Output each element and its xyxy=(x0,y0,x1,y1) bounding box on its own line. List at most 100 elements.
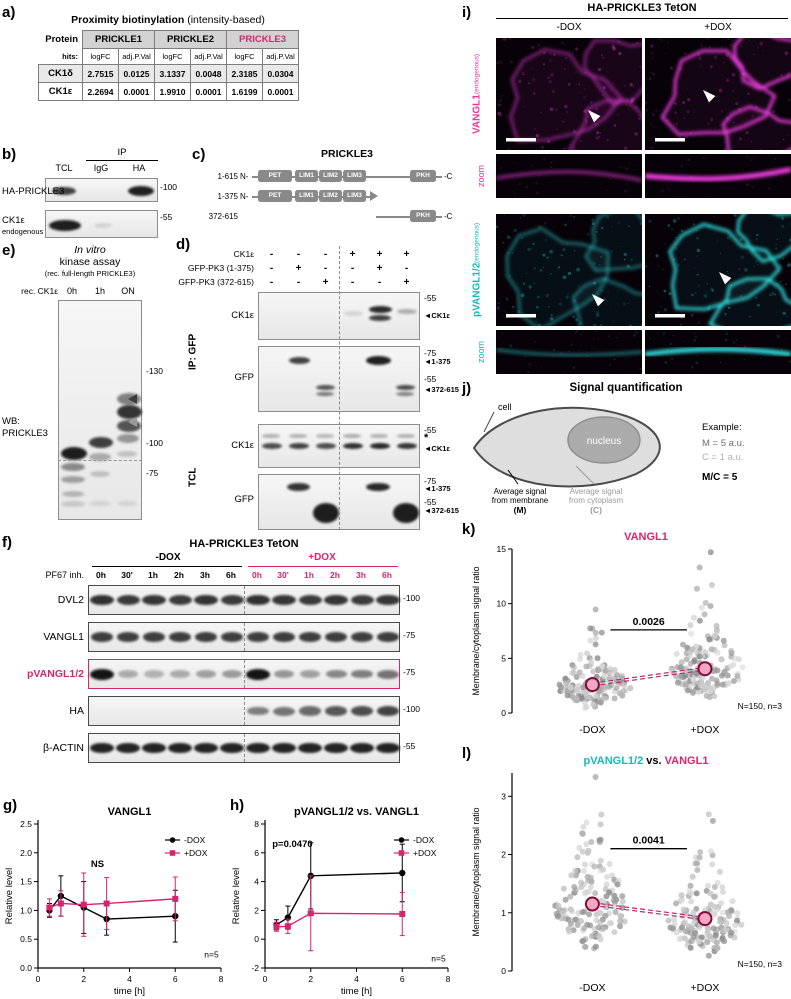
lane-condition: - xyxy=(350,277,355,288)
protein-band xyxy=(116,594,140,606)
lane-label-igg: IgG xyxy=(93,163,109,173)
protein-band xyxy=(117,670,139,678)
svg-text:4: 4 xyxy=(254,877,259,887)
backbone xyxy=(376,216,442,218)
protein-band xyxy=(220,594,244,606)
panel-f-label: f) xyxy=(2,534,12,551)
protein-band xyxy=(142,742,166,754)
svg-text:8: 8 xyxy=(254,819,259,829)
mean-dot xyxy=(584,896,600,912)
row-label-sub: (endogenous) xyxy=(473,222,481,263)
n-terminus: N- xyxy=(240,172,249,181)
domain-lim2: LIM2 xyxy=(319,190,342,202)
lane-condition: - xyxy=(269,277,274,288)
blot-sublabel-endogenous: endogenous xyxy=(2,227,44,236)
protein-band xyxy=(194,631,218,643)
protein-band xyxy=(324,742,348,754)
protein-band xyxy=(289,357,310,364)
protein-band xyxy=(117,451,137,457)
beeswarm-cluster xyxy=(556,606,634,712)
svg-text:+DOX: +DOX xyxy=(413,848,437,858)
arrowhead-dark xyxy=(128,394,137,404)
svg-text:time [h]: time [h] xyxy=(341,986,372,997)
svg-text:n=5: n=5 xyxy=(204,950,219,960)
lane-condition: - xyxy=(296,277,301,288)
protein-band xyxy=(287,483,310,491)
cytoplasm-label-c: (C) xyxy=(590,505,602,515)
nonspecific-asterisk: * xyxy=(424,432,429,444)
band-arrow-ck1e: ◄CK1ε xyxy=(424,311,450,320)
svg-text:6: 6 xyxy=(400,974,405,984)
wb-label-2: PRICKLE3 xyxy=(2,428,48,439)
panel-d-label: d) xyxy=(176,236,191,253)
table-row: CK1δ 2.7515 0.0125 3.1337 0.0048 2.3185 … xyxy=(38,64,299,83)
timepoint-label: 30' xyxy=(277,570,289,580)
protein-band xyxy=(168,742,192,754)
protein-band xyxy=(350,706,374,716)
svg-text:5: 5 xyxy=(501,653,506,663)
group-label-tcl: TCL xyxy=(187,467,199,487)
zoom-label: zoom xyxy=(476,341,486,364)
svg-text:N=150, n=3: N=150, n=3 xyxy=(738,959,783,969)
protein-band xyxy=(142,631,166,643)
row-label-main: VANGL1 xyxy=(471,94,483,134)
col-prickle3: PRICKLE3 xyxy=(226,30,299,49)
cytoplasm-label-2: from cytoplasm xyxy=(569,496,624,505)
protein-band xyxy=(369,315,391,321)
protein-band xyxy=(343,434,361,438)
protein-band xyxy=(316,392,334,396)
table-cell: 2.2694 xyxy=(82,82,119,101)
table-cell: 1.9910 xyxy=(154,82,191,101)
group-label-ip-gfp: IP: GFP xyxy=(187,333,199,371)
col-prickle2: PRICKLE2 xyxy=(154,30,227,49)
lane-label-tcl: TCL xyxy=(55,163,73,173)
blot-vangl1 xyxy=(88,622,400,652)
protein-band xyxy=(144,670,164,678)
svg-text:NS: NS xyxy=(91,859,104,870)
protein-band xyxy=(350,742,374,754)
example-c: C = 1 a.u. xyxy=(702,452,743,463)
protein-band xyxy=(324,706,348,716)
micrograph-vangl1-plus-dox xyxy=(645,38,791,150)
protein-band xyxy=(344,311,363,316)
protein-band xyxy=(324,594,348,606)
panel-a-title: Proximity biotinylation (intensity-based… xyxy=(38,14,298,26)
svg-text:Relative level: Relative level xyxy=(4,868,15,925)
blot-label: CK1ε xyxy=(231,440,254,451)
protein-band xyxy=(273,669,295,679)
blot-kinase-assay xyxy=(58,300,142,520)
svg-text:n=5: n=5 xyxy=(431,954,446,964)
micrograph-pvangl12-plus-dox xyxy=(645,214,791,326)
row-label-sub: (endogenous) xyxy=(473,54,481,95)
svg-text:0: 0 xyxy=(501,966,506,976)
row-label-pvangl12: pVANGL1/2 (endogenous) xyxy=(462,214,492,326)
protein-band xyxy=(350,631,374,643)
timepoint-label: 3h xyxy=(356,570,366,580)
protein-band xyxy=(117,405,142,419)
svg-text:-DOX: -DOX xyxy=(579,724,605,736)
protein-band xyxy=(61,501,85,507)
mw-marker: -55 xyxy=(424,374,437,384)
protein-band xyxy=(289,434,307,438)
protein-band xyxy=(376,631,400,643)
scale-bar xyxy=(655,314,685,318)
protein-band xyxy=(262,434,280,438)
panel-e-title-1: In vitro xyxy=(74,244,106,256)
protein-band xyxy=(376,742,400,754)
n-terminus: N- xyxy=(240,192,249,201)
svg-text:2: 2 xyxy=(254,905,259,915)
domain-lim3: LIM3 xyxy=(343,170,366,182)
svg-text:pVANGL1/2 vs. VANGL1: pVANGL1/2 vs. VANGL1 xyxy=(584,755,709,767)
timepoint-label: 2h xyxy=(174,570,184,580)
membrane-label-2: from membrane xyxy=(492,496,549,505)
protein-band xyxy=(221,669,243,679)
lane-condition: + xyxy=(322,277,329,288)
band-arrow-1375: ◄1-375 xyxy=(424,357,451,366)
cytoplasm-label-1: Average signal xyxy=(570,487,623,496)
protein-band xyxy=(298,742,322,754)
mean-dot xyxy=(697,661,713,677)
protein-band xyxy=(117,434,139,443)
protein-band xyxy=(52,187,76,195)
blot-label: GFP xyxy=(234,372,254,383)
protein-band xyxy=(377,669,399,679)
